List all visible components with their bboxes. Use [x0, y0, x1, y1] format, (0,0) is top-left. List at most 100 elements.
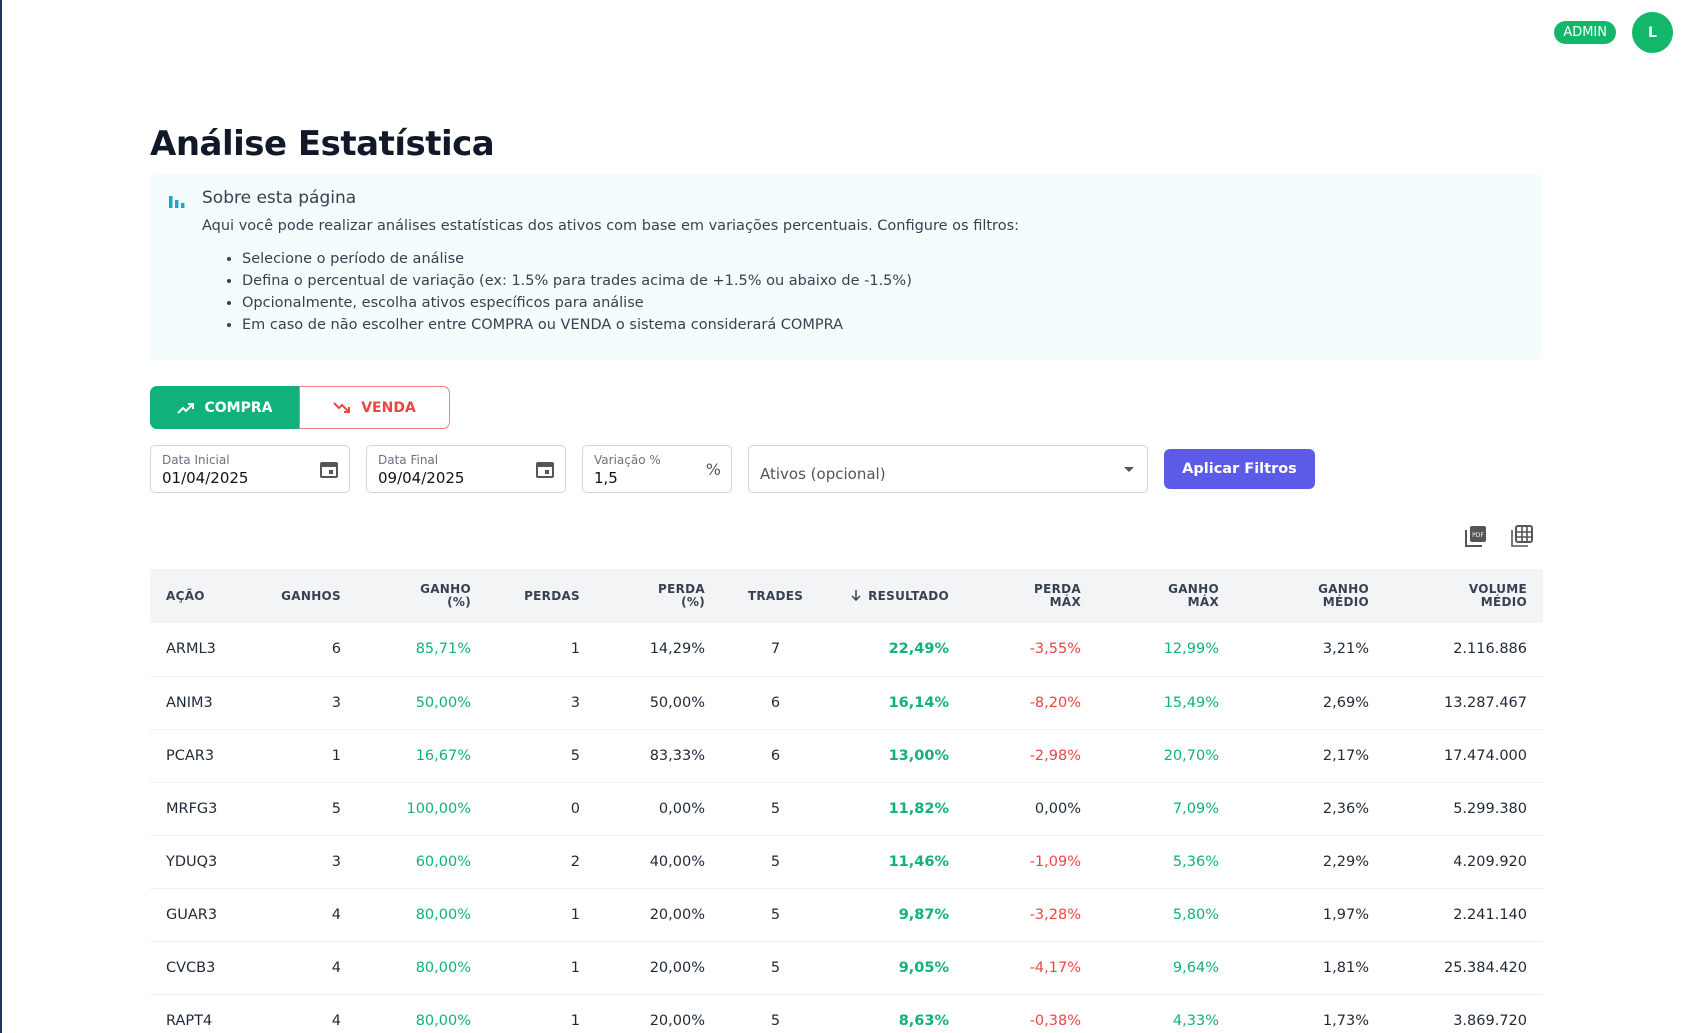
- table-cell: 0,00%: [965, 782, 1097, 836]
- table-cell: 60,00%: [357, 835, 487, 889]
- pdf-export[interactable]: PDF: [1465, 525, 1487, 547]
- field-value: 1,5: [594, 469, 618, 487]
- table-cell: 20,00%: [596, 994, 721, 1033]
- table-cell: 1,97%: [1235, 888, 1385, 942]
- table-row[interactable]: PCAR3 1 16,67% 5 83,33% 6 13,00% -2,98% 20,70% 2,…: [150, 729, 1543, 783]
- column-header[interactable]: GANHO (%): [357, 569, 487, 623]
- table-cell: 6: [721, 729, 830, 783]
- table-header: AÇÃO GANHOS GANHO (%) PERDAS PERDA (%) TRADES…: [150, 569, 1543, 623]
- column-label: PERDAS: [524, 589, 580, 603]
- table-cell: 7: [721, 623, 830, 677]
- table-cell: 1: [487, 623, 596, 677]
- column-label: PERDA MÁX: [1034, 582, 1081, 609]
- table-cell: -0,38%: [965, 994, 1097, 1033]
- table-cell: 13.287.467: [1385, 676, 1543, 730]
- field-label: Variação %: [594, 453, 661, 467]
- table-cell: CVCB3: [150, 941, 254, 995]
- table-cell: 50,00%: [596, 676, 721, 730]
- table-cell: 83,33%: [596, 729, 721, 783]
- table-cell: 2: [487, 835, 596, 889]
- table-cell: 5: [254, 782, 357, 836]
- table-cell: 2.241.140: [1385, 888, 1543, 942]
- avatar[interactable]: L: [1632, 12, 1673, 53]
- table-cell: 85,71%: [357, 623, 487, 677]
- column-header[interactable]: PERDA MÁX: [965, 569, 1097, 623]
- table-cell: 15,49%: [1097, 676, 1235, 730]
- start-date[interactable]: Data Inicial 01/04/2025: [150, 445, 350, 493]
- table-cell: 5: [721, 994, 830, 1033]
- table-cell: 4.209.920: [1385, 835, 1543, 889]
- column-label: GANHO (%): [420, 582, 471, 609]
- table-cell: 1,73%: [1235, 994, 1385, 1033]
- apply-button[interactable]: Aplicar Filtros: [1164, 449, 1315, 489]
- buy-label: COMPRA: [204, 399, 273, 416]
- column-header[interactable]: GANHO MÉDIO: [1235, 569, 1385, 623]
- column-header[interactable]: TRADES: [721, 569, 830, 623]
- table-cell: 5: [721, 888, 830, 942]
- info-title: Sobre esta página: [202, 188, 357, 208]
- table-cell: 5: [487, 729, 596, 783]
- table-cell: 12,99%: [1097, 623, 1235, 677]
- table-cell: PCAR3: [150, 729, 254, 783]
- table-cell: 9,87%: [830, 888, 965, 942]
- table-cell: 5: [721, 835, 830, 889]
- table-cell: 5.299.380: [1385, 782, 1543, 836]
- table-cell: 9,05%: [830, 941, 965, 995]
- table-row[interactable]: GUAR3 4 80,00% 1 20,00% 5 9,87% -3,28% 5,80% 1,97…: [150, 888, 1543, 942]
- field-suffix: %: [705, 460, 721, 479]
- column-header[interactable]: AÇÃO: [150, 569, 254, 623]
- column-header[interactable]: GANHO MÁX: [1097, 569, 1235, 623]
- end-date[interactable]: Data Final 09/04/2025: [366, 445, 566, 493]
- column-header[interactable]: RESULTADO: [830, 569, 965, 623]
- column-header[interactable]: GANHOS: [254, 569, 357, 623]
- table-cell: 3: [487, 676, 596, 730]
- table-cell: 4: [254, 941, 357, 995]
- table-cell: MRFG3: [150, 782, 254, 836]
- table-row[interactable]: CVCB3 4 80,00% 1 20,00% 5 9,05% -4,17% 9,64% 1,81…: [150, 941, 1543, 995]
- export-icons: PDF: [150, 525, 1543, 547]
- variation[interactable]: Variação % 1,5 %: [582, 445, 732, 493]
- table-cell: 0: [487, 782, 596, 836]
- table-cell: 1: [487, 888, 596, 942]
- info-box: Sobre esta página Aqui você pode realiza…: [150, 174, 1543, 360]
- column-label: VOLUME MÉDIO: [1468, 582, 1527, 609]
- table-cell: 7,09%: [1097, 782, 1235, 836]
- assets-select[interactable]: Ativos (opcional): [748, 445, 1148, 493]
- column-header[interactable]: VOLUME MÉDIO: [1385, 569, 1543, 623]
- table-row[interactable]: ARML3 6 85,71% 1 14,29% 7 22,49% -3,55% 12,99% 3,…: [150, 623, 1543, 677]
- content: Análise Estatística Sobre esta página Aq…: [150, 124, 1543, 1033]
- table-cell: 9,64%: [1097, 941, 1235, 995]
- table-row[interactable]: ANIM3 3 50,00% 3 50,00% 6 16,14% -8,20% 15,49% 2,…: [150, 676, 1543, 730]
- table-cell: 16,14%: [830, 676, 965, 730]
- info-list: Selecione o período de análiseDefina o p…: [202, 248, 1523, 336]
- table-cell: -8,20%: [965, 676, 1097, 730]
- column-label: GANHO MÉDIO: [1318, 582, 1369, 609]
- column-header[interactable]: PERDAS: [487, 569, 596, 623]
- column-header[interactable]: PERDA (%): [596, 569, 721, 623]
- table-row[interactable]: YDUQ3 3 60,00% 2 40,00% 5 11,46% -1,09% 5,36% 2,2…: [150, 835, 1543, 889]
- table-cell: 80,00%: [357, 888, 487, 942]
- table-row[interactable]: RAPT4 4 80,00% 1 20,00% 5 8,63% -0,38% 4,33% 1,73…: [150, 994, 1543, 1033]
- table-row[interactable]: MRFG3 5 100,00% 0 0,00% 5 11,82% 0,00% 7,09% 2,36…: [150, 782, 1543, 836]
- buy-button[interactable]: COMPRA: [150, 386, 299, 429]
- table-cell: 100,00%: [357, 782, 487, 836]
- chart-icon: [169, 196, 185, 208]
- table-cell: 5: [721, 941, 830, 995]
- table-cell: 3: [254, 835, 357, 889]
- table-cell: 11,46%: [830, 835, 965, 889]
- table-cell: -1,09%: [965, 835, 1097, 889]
- table-cell: 80,00%: [357, 941, 487, 995]
- table-cell: 2.116.886: [1385, 623, 1543, 677]
- table-cell: -2,98%: [965, 729, 1097, 783]
- table-cell: 17.474.000: [1385, 729, 1543, 783]
- sheet-export[interactable]: [1511, 525, 1533, 547]
- table-cell: 0,00%: [596, 782, 721, 836]
- table-cell: 13,00%: [830, 729, 965, 783]
- info-item: Opcionalmente, escolha ativos específico…: [242, 292, 1523, 314]
- results-table: AÇÃO GANHOS GANHO (%) PERDAS PERDA (%) TRADES…: [150, 569, 1543, 1033]
- table-cell: 8,63%: [830, 994, 965, 1033]
- info-item: Defina o percentual de variação (ex: 1.5…: [242, 270, 1523, 292]
- column-label: RESULTADO: [868, 589, 949, 603]
- table-cell: 25.384.420: [1385, 941, 1543, 995]
- sell-button[interactable]: VENDA: [299, 386, 450, 429]
